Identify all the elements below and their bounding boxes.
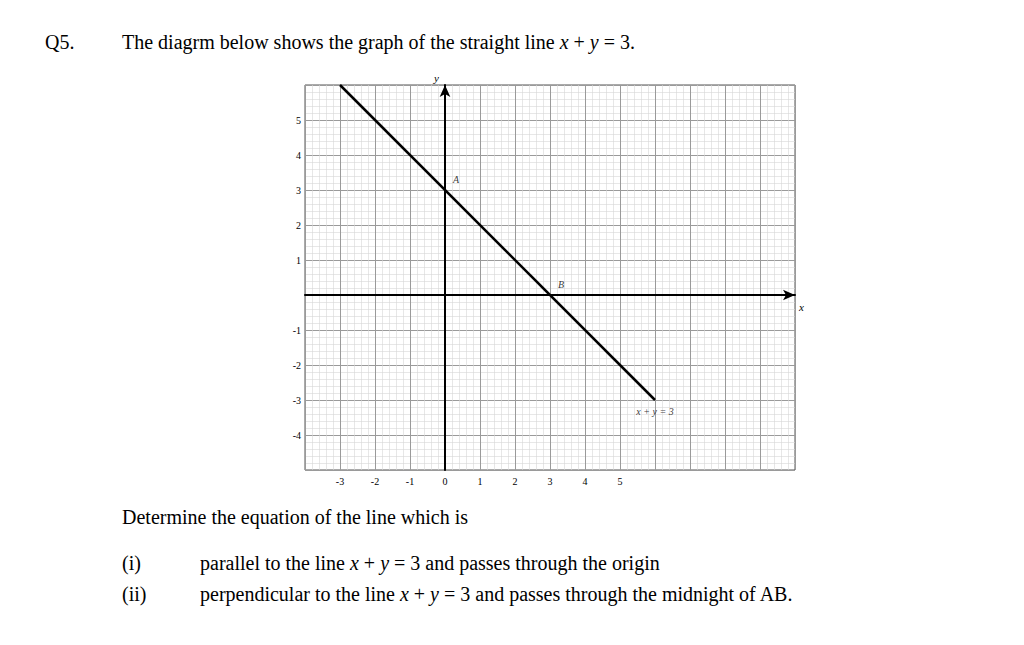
svg-text:1: 1 (478, 476, 483, 487)
svg-text:-2: -2 (371, 476, 379, 487)
html-text:perpendicular to the line x +: perpendicular to the line x + y = 3 and … (200, 583, 793, 605)
svg-text:x + y = 3: x + y = 3 (635, 406, 673, 417)
svg-text:-3: -3 (336, 476, 344, 487)
html-text:parallel to the line x + y = 3: parallel to the line x + y = 3 and passe… (200, 552, 660, 574)
svg-text:A: A (452, 174, 460, 185)
svg-text:5: 5 (296, 115, 301, 126)
svg-text:-1: -1 (406, 476, 414, 487)
svg-text:3: 3 (296, 185, 301, 196)
svg-text:B: B (558, 279, 564, 290)
svg-text:2: 2 (296, 220, 301, 231)
svg-text:5: 5 (618, 476, 623, 487)
svg-text:1: 1 (296, 255, 301, 266)
svg-text:0: 0 (443, 476, 448, 487)
svg-text:4: 4 (583, 476, 588, 487)
svg-text:2: 2 (513, 476, 518, 487)
html-text:(i): (i) (122, 552, 141, 574)
svg-text:-2: -2 (293, 360, 301, 371)
html-text:Determine the equation of the: Determine the equation of the line which… (122, 506, 468, 528)
html-text:(ii): (ii) (122, 583, 147, 605)
svg-text:3: 3 (548, 476, 553, 487)
svg-text:-3: -3 (293, 395, 301, 406)
html-text:Q5.: Q5. (45, 31, 75, 53)
svg-text:y: y (433, 72, 439, 84)
svg-text:-1: -1 (293, 325, 301, 336)
html-text:The diagrm below shows the gra: The diagrm below shows the graph of the … (122, 31, 635, 53)
svg-text:-4: -4 (293, 430, 301, 441)
svg-text:4: 4 (296, 150, 301, 161)
svg-text:x: x (798, 301, 804, 313)
